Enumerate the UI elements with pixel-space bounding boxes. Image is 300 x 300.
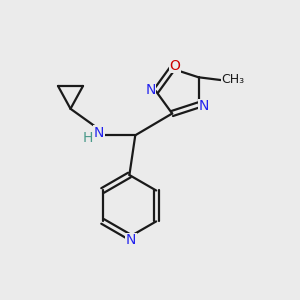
Text: H: H xyxy=(82,131,93,145)
Text: CH₃: CH₃ xyxy=(222,73,245,86)
Text: O: O xyxy=(170,59,181,73)
Text: N: N xyxy=(126,233,136,248)
Text: N: N xyxy=(146,82,156,97)
Text: N: N xyxy=(94,126,104,140)
Text: N: N xyxy=(199,99,209,113)
